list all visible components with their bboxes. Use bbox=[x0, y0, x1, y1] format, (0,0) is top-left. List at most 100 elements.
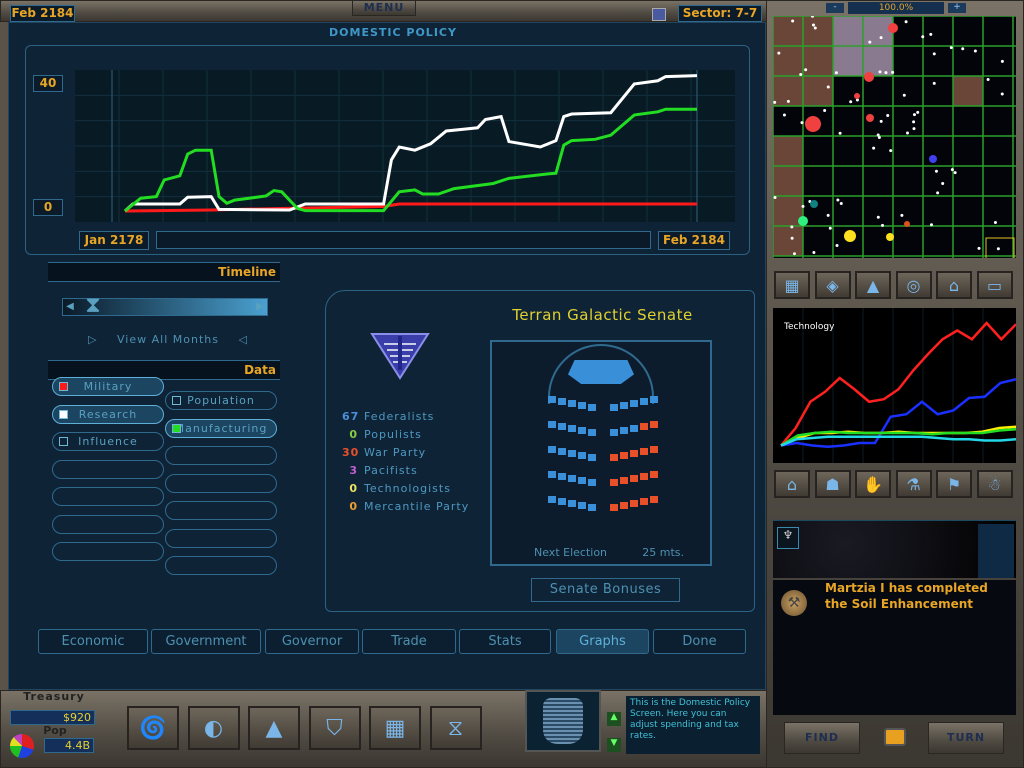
empire-planet bbox=[798, 216, 808, 226]
slider-right-arrow[interactable]: ▶ bbox=[256, 301, 264, 312]
star bbox=[872, 146, 876, 150]
speaker-podium-icon bbox=[568, 360, 634, 384]
overview-button[interactable]: ◈ bbox=[814, 271, 851, 299]
data-toggle-influence[interactable]: Influence bbox=[52, 432, 164, 451]
star bbox=[773, 196, 777, 200]
race-button[interactable]: ☗ bbox=[814, 470, 851, 498]
star bbox=[929, 223, 933, 227]
technology-chart bbox=[773, 308, 1016, 463]
data-toggle-research[interactable]: Research bbox=[52, 404, 164, 424]
slider-handle[interactable]: ⧗ bbox=[85, 293, 101, 318]
map-button[interactable]: ▦ bbox=[369, 706, 421, 750]
tab-economic[interactable]: Economic bbox=[38, 629, 148, 654]
pop-label: Pop bbox=[43, 724, 67, 737]
flag-button[interactable]: ⚑ bbox=[936, 470, 972, 498]
zoom-in-button[interactable]: + bbox=[948, 3, 966, 13]
senate-seat bbox=[650, 471, 658, 478]
checkbox-icon[interactable] bbox=[172, 423, 181, 433]
spy-button[interactable]: ☃ bbox=[976, 470, 1013, 498]
turn-button[interactable]: TURN bbox=[928, 722, 1004, 754]
empire-planet bbox=[805, 116, 821, 132]
dna-icon: ⧖ bbox=[447, 715, 464, 741]
checkbox-icon[interactable] bbox=[59, 409, 68, 419]
senate-seat bbox=[610, 404, 618, 411]
home-button[interactable]: ⌂ bbox=[936, 271, 972, 299]
data-toggle-military[interactable]: Military bbox=[52, 377, 164, 396]
senate-panel bbox=[325, 290, 755, 612]
star bbox=[889, 149, 893, 153]
tech-series-line bbox=[780, 428, 1016, 447]
tab-trade[interactable]: Trade bbox=[362, 629, 456, 654]
checkbox-icon[interactable] bbox=[59, 382, 68, 391]
data-toggle-population[interactable]: Population bbox=[165, 391, 277, 410]
star bbox=[826, 85, 830, 89]
sector-grid-icon[interactable] bbox=[652, 8, 666, 21]
grid-button[interactable]: ▦ bbox=[774, 271, 810, 299]
play-right-icon: ▷ bbox=[88, 332, 98, 346]
treasury-label: Treasury bbox=[23, 690, 85, 703]
next-election-label: Next Election bbox=[534, 546, 608, 559]
senate-bonuses-button[interactable]: Senate Bonuses bbox=[531, 578, 680, 602]
tab-government[interactable]: Government bbox=[151, 629, 261, 654]
next-election: Next Election 25 mts. bbox=[534, 546, 684, 559]
toggle-label: Population bbox=[187, 394, 255, 407]
senate-seat bbox=[650, 496, 658, 503]
checkbox-icon[interactable] bbox=[59, 437, 68, 446]
diplomacy-button[interactable]: ✋ bbox=[855, 470, 891, 498]
planets-button[interactable]: ◎ bbox=[895, 271, 932, 299]
treasury-value: $920 bbox=[10, 710, 95, 725]
galaxy-button[interactable]: 🌀 bbox=[127, 706, 179, 750]
empire-planet bbox=[929, 155, 937, 163]
data-toggle-empty bbox=[165, 501, 277, 520]
tab-graphs[interactable]: Graphs bbox=[556, 629, 649, 654]
scroll-down-button[interactable]: ▼ bbox=[607, 738, 621, 752]
message-thumbnail[interactable]: ♆ bbox=[777, 527, 799, 549]
menu-button[interactable]: MENU bbox=[352, 0, 416, 16]
planet-button[interactable]: ◐ bbox=[187, 706, 240, 750]
star bbox=[786, 99, 790, 103]
fleet-button[interactable]: ▲ bbox=[855, 271, 891, 299]
party-name: War Party bbox=[364, 446, 427, 459]
home-button[interactable]: ⌂ bbox=[774, 470, 810, 498]
senate-seat bbox=[558, 498, 566, 505]
triangles-button[interactable]: ▲ bbox=[248, 706, 300, 750]
star bbox=[804, 68, 808, 72]
zoom-level: 100.0% bbox=[848, 2, 944, 14]
galaxy-minimap[interactable] bbox=[773, 16, 1016, 258]
zoom-out-button[interactable]: - bbox=[826, 3, 844, 13]
party-name: Populists bbox=[364, 428, 422, 441]
timeline-slider[interactable] bbox=[62, 298, 268, 316]
senate-seat bbox=[548, 396, 556, 403]
factory-button[interactable]: ▭ bbox=[976, 271, 1013, 299]
senate-seat bbox=[568, 500, 576, 507]
dna-button[interactable]: ⧖ bbox=[429, 706, 482, 750]
turn-indicator-icon bbox=[884, 728, 906, 746]
tab-done[interactable]: Done bbox=[653, 629, 746, 654]
senate-shield-button[interactable]: ⛉ bbox=[308, 706, 361, 750]
party-name: Mercantile Party bbox=[364, 500, 470, 513]
star bbox=[812, 251, 816, 255]
checkbox-icon[interactable] bbox=[172, 396, 181, 405]
find-button[interactable]: FIND bbox=[784, 722, 860, 754]
message-text: Martzia I has completed the Soil Enhance… bbox=[825, 581, 988, 611]
data-toggle-manufacturing[interactable]: Manufacturing bbox=[165, 418, 277, 438]
empire-planet bbox=[844, 230, 856, 242]
star bbox=[868, 40, 872, 44]
slider-left-arrow[interactable]: ◀ bbox=[66, 301, 74, 312]
research-button[interactable]: ⚗ bbox=[895, 470, 932, 498]
senate-seat bbox=[578, 452, 586, 459]
star bbox=[835, 244, 839, 248]
view-all-months-button[interactable]: ▷ View All Months ◁ bbox=[88, 330, 248, 348]
tab-governor[interactable]: Governor bbox=[265, 629, 359, 654]
senate-seat bbox=[640, 473, 648, 480]
star bbox=[986, 77, 990, 81]
scroll-up-button[interactable]: ▲ bbox=[607, 712, 621, 726]
chart-scrollbar[interactable] bbox=[156, 231, 651, 249]
toggle-label: Military bbox=[83, 380, 133, 393]
sector-label: Sector: 7-7 bbox=[678, 5, 762, 22]
nebula-tile bbox=[863, 16, 893, 46]
star bbox=[879, 119, 883, 123]
party-count: 30 bbox=[342, 446, 360, 459]
star bbox=[801, 204, 805, 208]
tab-stats[interactable]: Stats bbox=[459, 629, 551, 654]
